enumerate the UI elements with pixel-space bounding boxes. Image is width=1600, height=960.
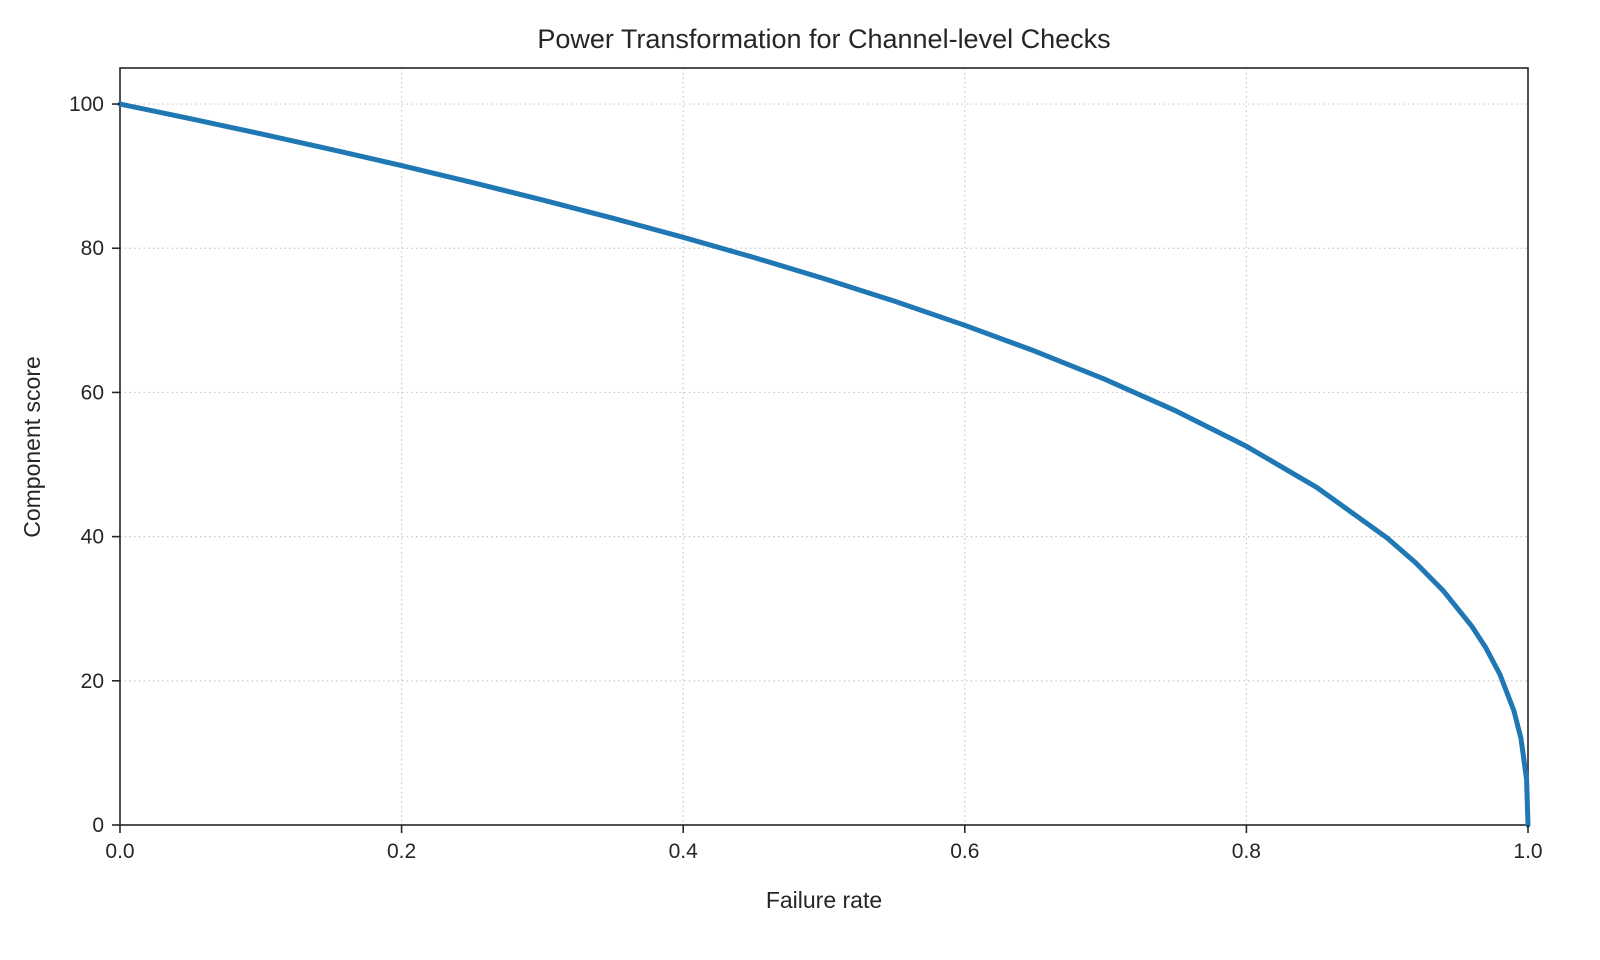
x-axis-label: Failure rate: [766, 887, 882, 913]
y-tick-label: 0: [92, 814, 104, 837]
chart-title: Power Transformation for Channel-level C…: [537, 24, 1110, 54]
x-tick-label: 0.4: [669, 840, 699, 863]
grid-lines: [119, 68, 1529, 826]
y-tick-label: 60: [81, 381, 104, 404]
tick-marks: [112, 103, 1529, 833]
plot-border: [119, 67, 1529, 826]
y-axis-label: Component score: [19, 356, 45, 538]
data-line: [117, 101, 1531, 828]
x-tick-label: 0.8: [1232, 840, 1261, 863]
y-tick-labels: 0 20 40 60 80 100: [69, 93, 104, 837]
x-tick-label: 0.6: [950, 840, 979, 863]
y-tick-label: 100: [69, 93, 104, 116]
y-tick-label: 40: [81, 526, 104, 549]
y-tick-label: 20: [81, 670, 104, 693]
line-series: [117, 101, 1531, 828]
x-tick-label: 0.0: [105, 840, 134, 863]
x-tick-label: 0.2: [387, 840, 416, 863]
x-tick-label: 1.0: [1513, 840, 1542, 863]
y-tick-label: 80: [81, 237, 104, 260]
x-tick-labels: 0.0 0.2 0.4 0.6 0.8 1.0: [105, 840, 1542, 863]
